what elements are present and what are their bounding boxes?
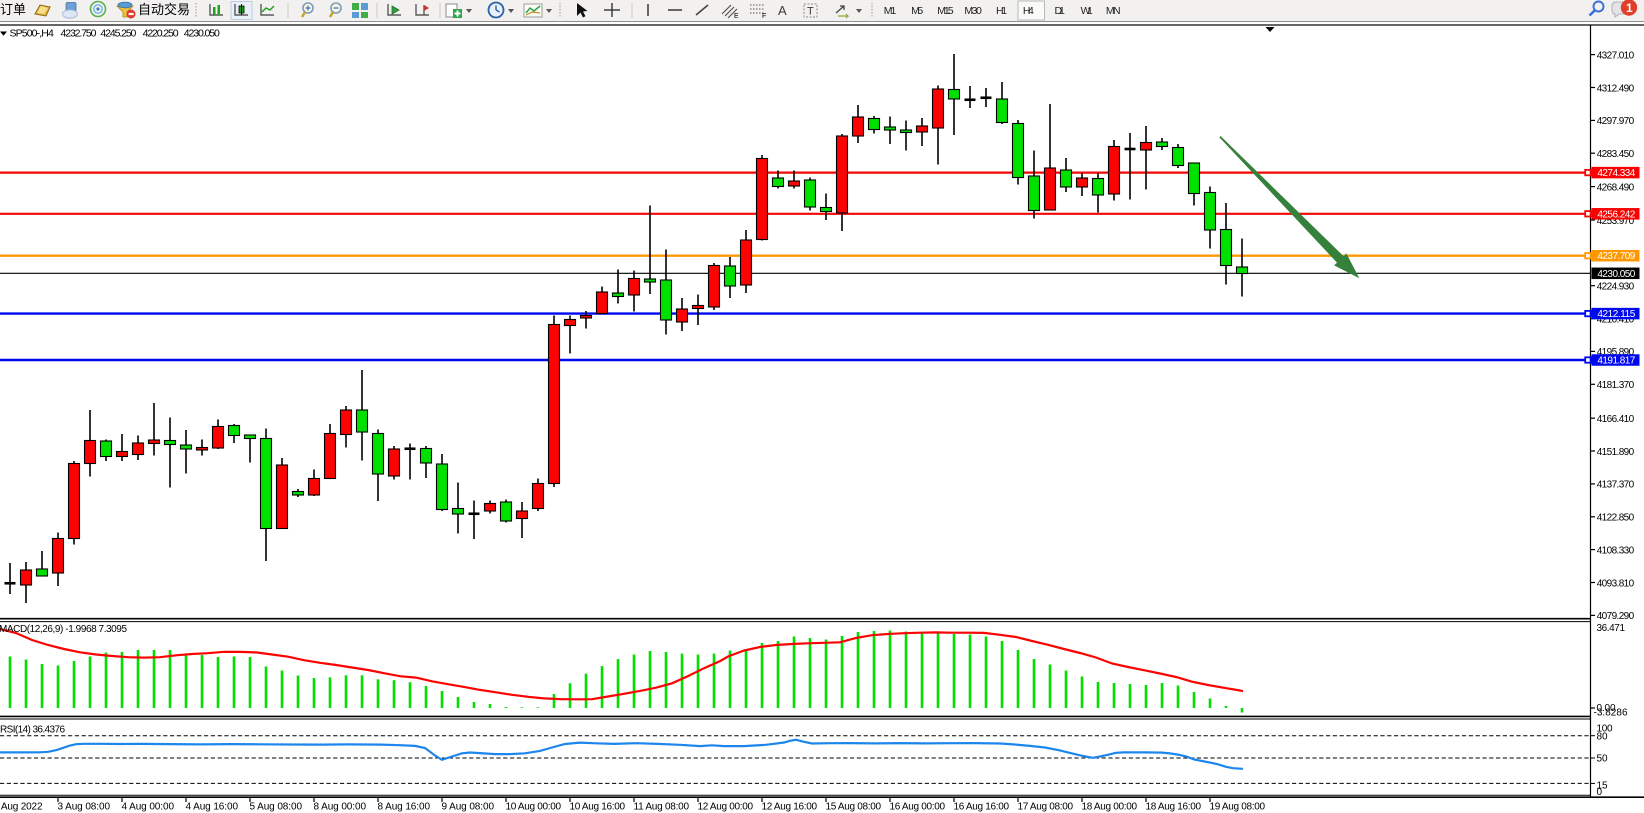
svg-text:36.471: 36.471 [1597,623,1626,634]
svg-text:4108.330: 4108.330 [1597,545,1635,556]
svg-text:2 Aug 2022: 2 Aug 2022 [0,801,43,812]
svg-text:100: 100 [1597,723,1613,734]
svg-text:80: 80 [1597,732,1608,743]
svg-text:4224.930: 4224.930 [1597,282,1635,293]
svg-text:4166.410: 4166.410 [1597,414,1635,425]
svg-text:17 Aug 08:00: 17 Aug 08:00 [1018,801,1074,812]
svg-text:SP500-,H4: SP500-,H4 [10,28,54,40]
svg-text:4327.010: 4327.010 [1597,50,1635,61]
svg-text:4283.450: 4283.450 [1597,149,1635,160]
svg-text:自动交易: 自动交易 [138,2,190,17]
svg-text:T: T [807,6,814,18]
svg-text:4151.890: 4151.890 [1597,447,1635,458]
svg-text:10 Aug 16:00: 10 Aug 16:00 [570,801,626,812]
svg-text:4274.334: 4274.334 [1597,168,1635,179]
svg-text:8 Aug 16:00: 8 Aug 16:00 [378,801,431,812]
svg-text:A: A [778,3,787,18]
svg-text:4245.250: 4245.250 [100,28,136,40]
svg-text:4220.250: 4220.250 [143,28,179,40]
svg-text:W1: W1 [1081,5,1093,17]
svg-text:0.00: 0.00 [1597,703,1616,714]
svg-text:M15: M15 [937,5,954,17]
svg-text:1: 1 [1626,1,1633,15]
svg-text:12 Aug 16:00: 12 Aug 16:00 [762,801,818,812]
svg-text:18 Aug 00:00: 18 Aug 00:00 [1082,801,1138,812]
svg-text:16 Aug 00:00: 16 Aug 00:00 [890,801,946,812]
svg-text:16 Aug 16:00: 16 Aug 16:00 [954,801,1010,812]
svg-text:15 Aug 08:00: 15 Aug 08:00 [826,801,882,812]
svg-text:4232.750: 4232.750 [61,28,97,40]
svg-text:4079.290: 4079.290 [1597,611,1635,622]
svg-text:F: F [762,13,766,20]
svg-text:4237.709: 4237.709 [1597,251,1635,262]
svg-text:4256.242: 4256.242 [1597,209,1635,220]
svg-text:4210.410: 4210.410 [1597,314,1635,325]
svg-text:5 Aug 08:00: 5 Aug 08:00 [250,801,303,812]
svg-text:4122.850: 4122.850 [1597,513,1635,524]
svg-text:M5: M5 [911,5,923,17]
svg-text:D1: D1 [1055,5,1065,17]
svg-text:4268.490: 4268.490 [1597,182,1635,193]
svg-text:4 Aug 16:00: 4 Aug 16:00 [186,801,239,812]
svg-text:0: 0 [1597,787,1603,798]
svg-text:11 Aug 08:00: 11 Aug 08:00 [634,801,690,812]
svg-text:18 Aug 16:00: 18 Aug 16:00 [1146,801,1202,812]
svg-text:MACD(12,26,9) -1.9968 7.3095: MACD(12,26,9) -1.9968 7.3095 [0,624,127,635]
svg-text:4312.490: 4312.490 [1597,83,1635,94]
svg-text:8 Aug 00:00: 8 Aug 00:00 [314,801,367,812]
svg-text:4297.970: 4297.970 [1597,116,1635,127]
svg-text:10 Aug 00:00: 10 Aug 00:00 [506,801,562,812]
svg-text:M1: M1 [884,5,897,17]
svg-text:12 Aug 00:00: 12 Aug 00:00 [698,801,754,812]
svg-text:9 Aug 08:00: 9 Aug 08:00 [442,801,495,812]
svg-text:19 Aug 08:00: 19 Aug 08:00 [1210,801,1266,812]
svg-text:4181.370: 4181.370 [1597,380,1635,391]
svg-text:E: E [734,13,739,20]
svg-text:4 Aug 00:00: 4 Aug 00:00 [122,801,175,812]
svg-text:4093.810: 4093.810 [1597,578,1635,589]
svg-text:H1: H1 [996,5,1007,17]
svg-text:4195.890: 4195.890 [1597,347,1635,358]
svg-text:RSI(14) 36.4376: RSI(14) 36.4376 [0,725,65,736]
svg-text:4212.115: 4212.115 [1597,309,1635,320]
svg-text:4230.050: 4230.050 [1597,269,1635,280]
svg-text:4253.970: 4253.970 [1597,216,1635,227]
svg-text:3 Aug 08:00: 3 Aug 08:00 [58,801,111,812]
svg-text:15: 15 [1597,781,1608,792]
svg-text:4137.370: 4137.370 [1597,480,1635,491]
svg-text:订单: 订单 [0,2,26,17]
svg-text:4191.817: 4191.817 [1597,356,1635,367]
svg-text:M30: M30 [964,5,982,17]
svg-text:-3.8286: -3.8286 [1594,707,1628,718]
svg-text:4230.050: 4230.050 [184,28,220,40]
svg-text:MN: MN [1106,5,1121,17]
svg-text:50: 50 [1597,753,1608,764]
svg-text:H4: H4 [1023,5,1034,17]
